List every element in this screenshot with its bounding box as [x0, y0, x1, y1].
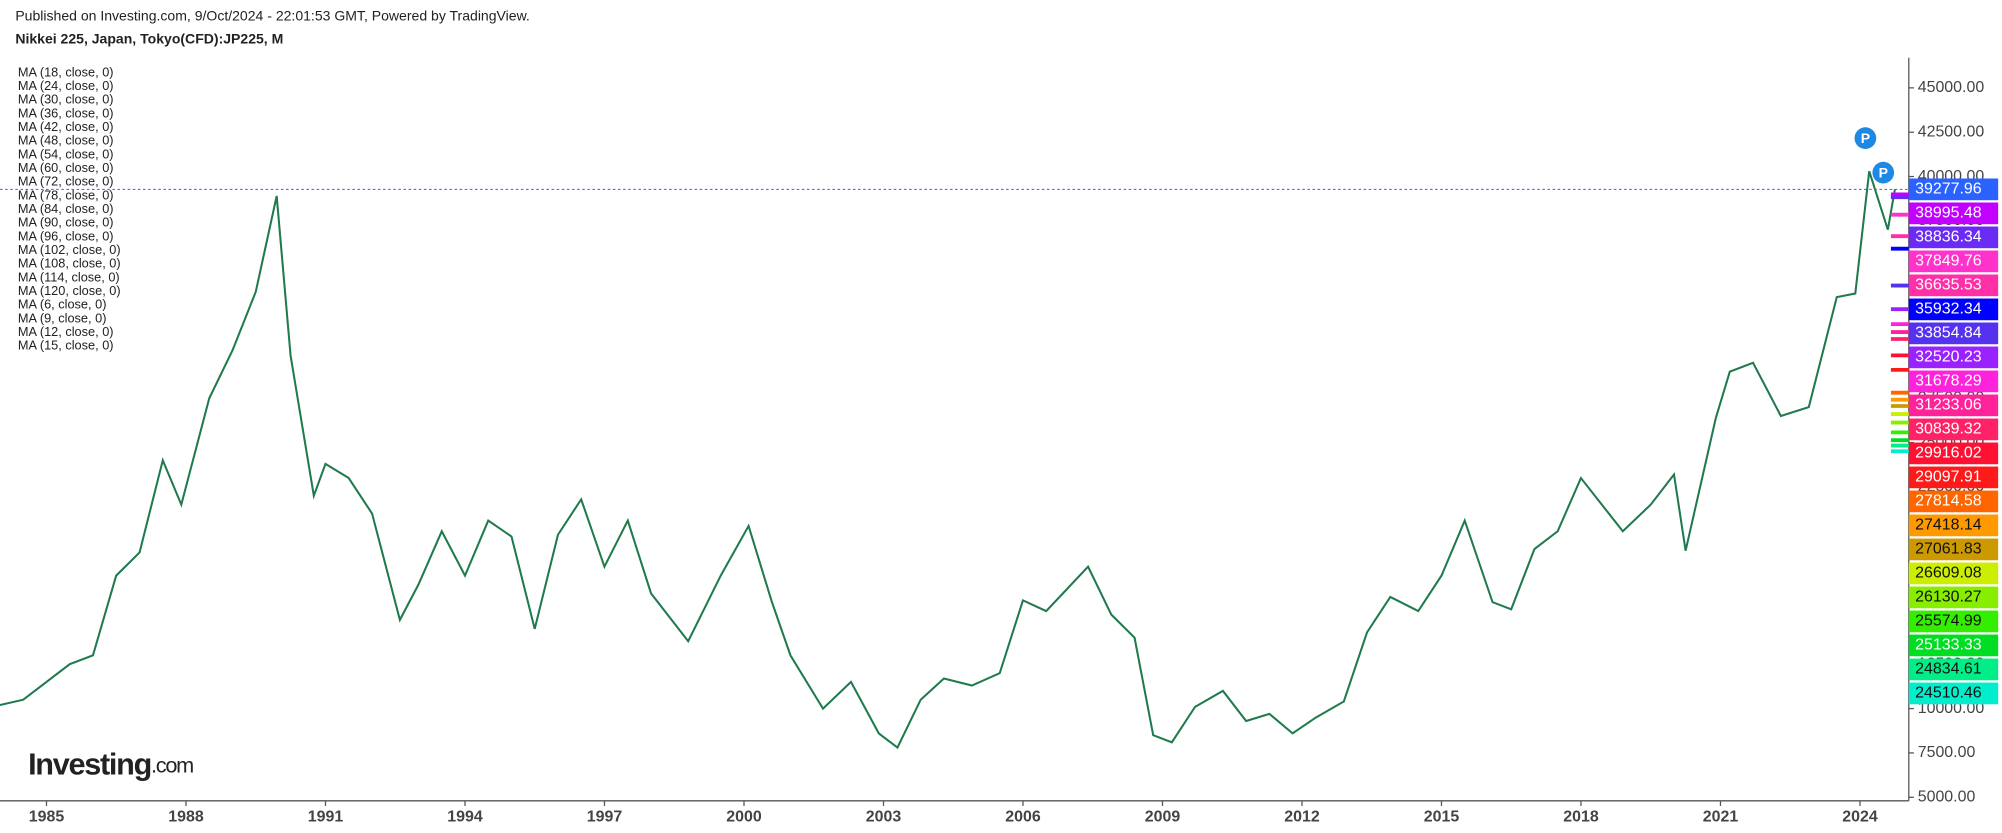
- ma-label: 37849.76: [1915, 253, 1982, 270]
- indicator-label: MA (30, close, 0): [18, 92, 114, 107]
- x-tick-label: 2000: [726, 809, 762, 826]
- indicator-label: MA (120, close, 0): [18, 283, 121, 298]
- ma-label: 27814.58: [1915, 493, 1982, 510]
- x-tick-label: 1997: [587, 809, 623, 826]
- ma-label-box: [1908, 250, 1999, 273]
- y-tick-label: 45000.00: [1918, 79, 1985, 96]
- y-tick-label: 42500.00: [1918, 123, 1985, 140]
- ma-label-box: [1908, 490, 1999, 513]
- ma-label: 29916.02: [1915, 445, 1982, 462]
- indicator-label: MA (24, close, 0): [18, 78, 114, 93]
- indicator-label: MA (96, close, 0): [18, 228, 114, 243]
- annotation: P: [1879, 165, 1888, 181]
- indicator-label: MA (15, close, 0): [18, 338, 114, 353]
- ma-label: 25133.33: [1915, 637, 1982, 654]
- ma-label: 36635.53: [1915, 277, 1982, 294]
- annotation-badge: [1872, 161, 1895, 184]
- ma-label-box: [1908, 442, 1999, 465]
- ma-label: 33854.84: [1915, 325, 1982, 342]
- x-tick-label: 1994: [447, 809, 483, 826]
- ma-label-box: [1908, 538, 1999, 561]
- ma-label-box: [1908, 226, 1999, 249]
- indicator-label: MA (54, close, 0): [18, 146, 114, 161]
- logo: Investing.com: [28, 747, 193, 781]
- ma-label-box: [1908, 322, 1999, 345]
- y-tick-label: 5000.00: [1918, 788, 1976, 805]
- ma-label-box: [1908, 370, 1999, 393]
- ma-label: 31678.29: [1915, 373, 1982, 390]
- last-price-box: [1908, 178, 1999, 201]
- ma-label-box: [1908, 202, 1999, 225]
- indicator-label: MA (36, close, 0): [18, 105, 114, 120]
- ma-label: 25574.99: [1915, 613, 1982, 630]
- indicator-label: MA (102, close, 0): [18, 242, 121, 257]
- x-tick-label: 2024: [1842, 809, 1878, 826]
- indicator-label: MA (72, close, 0): [18, 174, 114, 189]
- indicator-label: MA (6, close, 0): [18, 297, 107, 312]
- ma-label: 26130.27: [1915, 589, 1982, 606]
- symbol: Nikkei 225, Japan, Tokyo(CFD):JP225, M: [15, 31, 283, 47]
- ma-label-box: [1908, 466, 1999, 489]
- published: Published on Investing.com, 9/Oct/2024 -…: [15, 8, 530, 24]
- indicator-label: MA (84, close, 0): [18, 201, 114, 216]
- indicator-label: MA (18, close, 0): [18, 64, 114, 79]
- ma-label-box: [1908, 610, 1999, 633]
- indicator-label: MA (12, close, 0): [18, 324, 114, 339]
- price-line: [0, 170, 1896, 750]
- x-tick-label: 2018: [1563, 809, 1599, 826]
- ma-label: 30839.32: [1915, 421, 1982, 438]
- x-tick-label: 2009: [1145, 809, 1181, 826]
- ma-label: 26609.08: [1915, 565, 1982, 582]
- ma-label-box: [1908, 418, 1999, 441]
- ma-label: 38836.34: [1915, 229, 1982, 246]
- x-tick-label: 2015: [1424, 809, 1460, 826]
- indicator-label: MA (108, close, 0): [18, 256, 121, 271]
- annotation: P: [1861, 130, 1870, 146]
- annotation-badge: [1854, 127, 1877, 150]
- ma-label: 24834.61: [1915, 661, 1982, 678]
- x-tick-label: 2006: [1005, 809, 1041, 826]
- indicator-label: MA (48, close, 0): [18, 133, 114, 148]
- x-tick-label: 2003: [866, 809, 902, 826]
- indicator-label: MA (42, close, 0): [18, 119, 114, 134]
- ma-label: 27061.83: [1915, 541, 1982, 558]
- ma-label: 29097.91: [1915, 469, 1982, 486]
- ma-label-box: [1908, 682, 1999, 705]
- y-tick-label: 7500.00: [1918, 744, 1976, 761]
- x-tick-label: 1991: [308, 809, 344, 826]
- ma-label-box: [1908, 346, 1999, 369]
- ma-label: 24510.46: [1915, 685, 1982, 702]
- x-tick-label: 2021: [1703, 809, 1739, 826]
- indicator-label: MA (90, close, 0): [18, 215, 114, 230]
- ma-label: 31233.06: [1915, 397, 1982, 414]
- ma-label: 27418.14: [1915, 517, 1982, 534]
- indicator-label: MA (60, close, 0): [18, 160, 114, 175]
- ma-label-box: [1908, 274, 1999, 297]
- ma-label: 32520.23: [1915, 349, 1982, 366]
- indicator-label: MA (114, close, 0): [18, 269, 120, 284]
- x-tick-label: 2012: [1284, 809, 1320, 826]
- ma-label-box: [1908, 394, 1999, 417]
- x-tick-label: 1985: [29, 809, 65, 826]
- x-tick-label: 1988: [168, 809, 204, 826]
- ma-label: 35932.34: [1915, 301, 1982, 318]
- indicator-label: MA (78, close, 0): [18, 187, 114, 202]
- ma-label-box: [1908, 514, 1999, 537]
- ma-label-box: [1908, 634, 1999, 657]
- last-price-label: 39277.96: [1915, 181, 1982, 198]
- ma-label-box: [1908, 586, 1999, 609]
- ma-label-box: [1908, 562, 1999, 585]
- indicator-label: MA (9, close, 0): [18, 310, 107, 325]
- ma-label: 38995.48: [1915, 205, 1982, 222]
- ma-label-box: [1908, 298, 1999, 321]
- ma-label-box: [1908, 658, 1999, 681]
